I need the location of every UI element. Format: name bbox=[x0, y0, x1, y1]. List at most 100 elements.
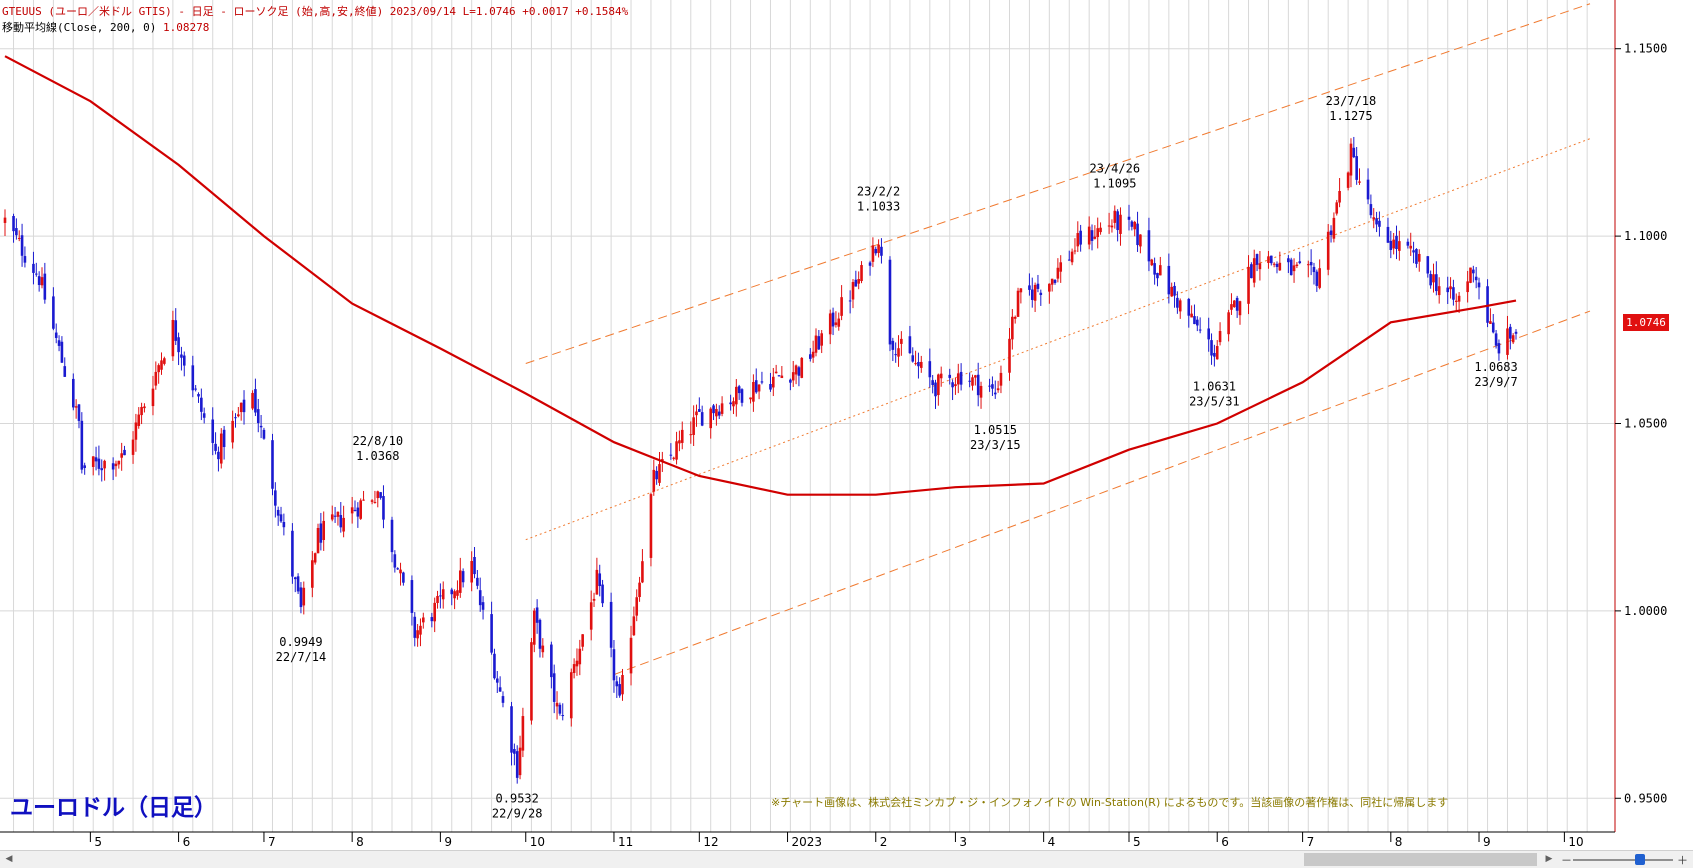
candle bbox=[1167, 253, 1171, 304]
candle-body bbox=[1059, 262, 1063, 272]
candle bbox=[900, 331, 903, 356]
candle bbox=[550, 641, 553, 689]
candle-body bbox=[1116, 211, 1119, 231]
candle bbox=[211, 407, 215, 456]
scrollbar-thumb[interactable] bbox=[1304, 853, 1537, 866]
candle-body bbox=[655, 470, 658, 480]
candle bbox=[478, 577, 482, 612]
candle bbox=[1366, 168, 1370, 205]
candle-body bbox=[1258, 263, 1262, 270]
candle bbox=[1392, 233, 1395, 255]
candle-body bbox=[396, 568, 399, 570]
candle bbox=[680, 421, 684, 450]
x-tick-label: 8 bbox=[356, 835, 364, 849]
candle bbox=[1338, 178, 1341, 208]
candle bbox=[1050, 278, 1054, 292]
candle bbox=[712, 403, 715, 421]
ma-value: 1.08278 bbox=[162, 21, 210, 34]
candle bbox=[678, 430, 681, 452]
candle-body bbox=[1398, 241, 1401, 251]
candle-body bbox=[513, 749, 516, 754]
candle-body bbox=[1437, 286, 1441, 296]
candle-body bbox=[911, 355, 915, 362]
candle-body bbox=[897, 348, 900, 357]
candle-body bbox=[1213, 352, 1216, 357]
candle-body bbox=[202, 413, 206, 418]
candle-body bbox=[1349, 143, 1353, 176]
candle-body bbox=[282, 521, 286, 528]
candle bbox=[1474, 266, 1478, 289]
candle bbox=[54, 323, 58, 344]
candle-body bbox=[854, 279, 858, 287]
candle-body bbox=[200, 397, 203, 412]
candle bbox=[868, 260, 872, 276]
candle bbox=[535, 599, 539, 634]
candle bbox=[77, 404, 81, 429]
candle bbox=[1070, 248, 1074, 266]
candle-body bbox=[1235, 297, 1239, 311]
zoom-out-icon[interactable]: － bbox=[1561, 854, 1572, 867]
candle bbox=[700, 405, 704, 427]
candle bbox=[1079, 224, 1082, 252]
scroll-left-icon[interactable]: ◀ bbox=[5, 854, 13, 864]
candle bbox=[1073, 238, 1077, 255]
candle bbox=[1218, 322, 1222, 346]
candle bbox=[1309, 249, 1313, 276]
candle-body bbox=[242, 399, 246, 413]
candle bbox=[476, 569, 479, 590]
candle-body bbox=[441, 589, 445, 600]
chart-title: ユーロドル（日足） bbox=[10, 795, 217, 821]
candle-body bbox=[60, 341, 64, 363]
horizontal-scrollbar[interactable]: ◀ ▶ － ＋ bbox=[0, 850, 1693, 868]
candle bbox=[456, 580, 459, 600]
candle bbox=[555, 691, 559, 720]
candle bbox=[715, 403, 718, 426]
zoom-in-icon[interactable]: ＋ bbox=[1677, 854, 1688, 867]
candle bbox=[319, 512, 323, 551]
candle bbox=[615, 675, 619, 698]
candle-body bbox=[868, 262, 872, 266]
candle bbox=[948, 368, 952, 385]
candle-body bbox=[797, 367, 801, 376]
candle bbox=[1412, 241, 1415, 264]
candle bbox=[757, 384, 761, 400]
candle-body bbox=[860, 265, 863, 282]
candle-body bbox=[1070, 251, 1074, 263]
candle-body bbox=[1176, 297, 1179, 308]
candle bbox=[12, 213, 15, 243]
candle-body bbox=[635, 597, 639, 616]
candle-body bbox=[1429, 274, 1432, 286]
candle bbox=[498, 676, 502, 692]
candle bbox=[649, 492, 653, 567]
zoom-slider[interactable]: － ＋ bbox=[1559, 852, 1689, 867]
candle-body bbox=[760, 381, 764, 383]
candle-body bbox=[575, 660, 579, 667]
candle-body bbox=[851, 282, 855, 300]
candle-body bbox=[680, 429, 684, 443]
candle bbox=[1173, 282, 1176, 308]
x-tick-label: 2023 bbox=[792, 835, 823, 849]
candle-body bbox=[1087, 226, 1091, 245]
candle bbox=[171, 310, 175, 361]
candle-body bbox=[974, 375, 977, 378]
candle bbox=[609, 592, 613, 658]
zoom-knob[interactable] bbox=[1635, 854, 1645, 865]
candle-body bbox=[1153, 263, 1156, 275]
candle bbox=[789, 378, 792, 391]
candle-body bbox=[71, 378, 75, 408]
candle-body bbox=[589, 602, 593, 630]
candle-body bbox=[880, 246, 883, 256]
scroll-right-icon[interactable]: ▶ bbox=[1545, 854, 1553, 864]
candle bbox=[513, 743, 516, 766]
candle-body bbox=[299, 587, 303, 608]
candle bbox=[1150, 258, 1154, 267]
candle-body bbox=[1466, 281, 1469, 293]
candle bbox=[669, 443, 673, 460]
candle bbox=[379, 491, 382, 500]
candle bbox=[1053, 279, 1057, 285]
candle-body bbox=[1514, 331, 1518, 334]
candle bbox=[959, 363, 963, 391]
candle bbox=[330, 505, 334, 522]
candle-body bbox=[1494, 333, 1498, 346]
